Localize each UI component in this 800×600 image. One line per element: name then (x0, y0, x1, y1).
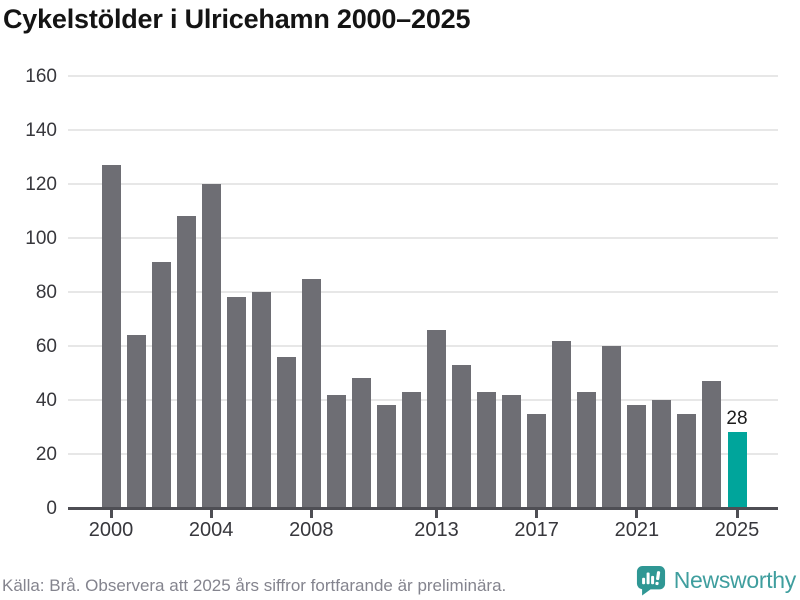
y-axis-label-0: 0 (46, 498, 57, 519)
gridline-y120 (68, 183, 778, 185)
x-tick-2025 (735, 510, 739, 518)
bar-2007 (276, 356, 296, 508)
newsworthy-logo[interactable]: Newsworthy (636, 565, 796, 596)
gridline-y20 (68, 453, 778, 455)
bar-2009 (326, 394, 346, 508)
y-axis-label-20: 20 (35, 444, 57, 465)
bar-2015 (477, 391, 497, 508)
y-axis-label-140: 140 (25, 120, 57, 141)
x-axis-label-2017: 2017 (514, 519, 559, 541)
x-axis-label-2025: 2025 (714, 519, 760, 541)
x-tick-2008 (309, 510, 313, 518)
bar-2008 (301, 278, 321, 508)
y-axis-label-160: 160 (25, 66, 57, 87)
x-axis-label-2021: 2021 (614, 519, 660, 541)
gridline-y140 (68, 129, 778, 131)
bar-2014 (452, 364, 472, 508)
y-axis-label-120: 120 (25, 174, 57, 195)
gridline-y100 (68, 237, 778, 239)
gridline-y40 (68, 399, 778, 401)
bar-2010 (351, 378, 371, 508)
newsworthy-logo-text: Newsworthy (673, 567, 797, 593)
gridline-y60 (68, 345, 778, 347)
chart-title: Cykelstölder i Ulricehamn 2000–2025 (3, 4, 471, 34)
x-tick-2004 (209, 510, 213, 518)
y-axis-label-100: 100 (25, 228, 57, 249)
bar-2004 (201, 184, 221, 508)
bar-2016 (502, 394, 522, 508)
y-axis-label-60: 60 (35, 336, 57, 357)
x-tick-2013 (435, 510, 439, 518)
x-axis-label-2004: 2004 (188, 519, 234, 541)
bar-2006 (251, 292, 271, 508)
newsworthy-chart-bubble-icon (636, 565, 666, 596)
bar-2017 (527, 413, 547, 508)
value-label-2025: 28 (726, 408, 748, 430)
gridline-y160 (68, 75, 778, 77)
x-tick-2000 (109, 510, 113, 518)
bar-2024 (702, 381, 722, 508)
y-axis-label-80: 80 (35, 282, 57, 303)
bar-2002 (151, 262, 171, 508)
bar-2013 (427, 329, 447, 508)
x-axis-label-2013: 2013 (414, 519, 459, 541)
gridline-y80 (68, 291, 778, 293)
bar-2021 (627, 405, 647, 508)
bar-2019 (577, 391, 597, 508)
bar-2000 (101, 165, 121, 508)
bar-2011 (376, 405, 396, 508)
source-note: Källa: Brå. Observera att 2025 års siffr… (2, 576, 507, 595)
x-tick-2021 (635, 510, 639, 518)
bar-2005 (226, 297, 246, 508)
bar-2025 (727, 432, 747, 508)
x-axis-label-2000: 2000 (88, 519, 134, 541)
x-axis-line (68, 507, 778, 510)
bar-2001 (126, 335, 146, 508)
y-axis-label-40: 40 (35, 390, 57, 411)
bar-2020 (602, 346, 622, 508)
bar-2018 (552, 340, 572, 508)
x-axis-label-2008: 2008 (289, 519, 334, 541)
bar-2023 (677, 413, 697, 508)
bar-2003 (176, 216, 196, 508)
bar-2022 (652, 400, 672, 508)
x-tick-2017 (535, 510, 539, 518)
bar-2012 (401, 391, 421, 508)
